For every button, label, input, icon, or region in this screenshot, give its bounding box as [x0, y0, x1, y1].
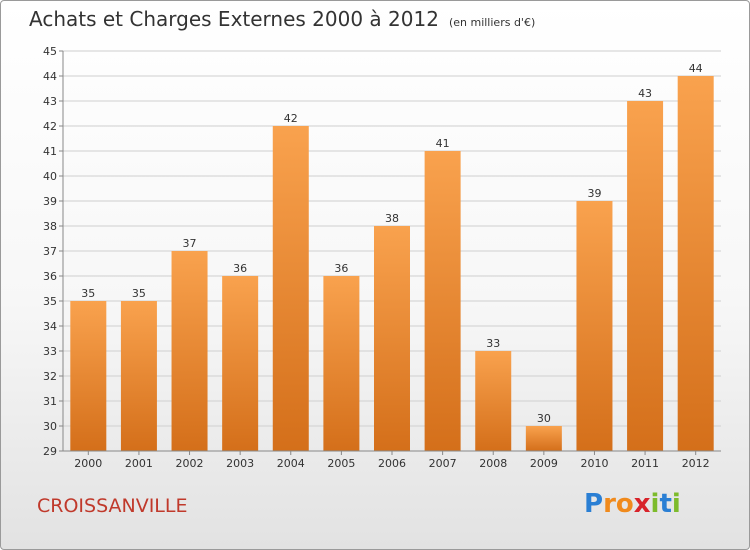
commune-name: CROISSANVILLE [37, 495, 188, 517]
y-tick-label: 34 [43, 320, 57, 333]
chart-title: Achats et Charges Externes 2000 à 2012 [29, 7, 439, 31]
bar-value-label: 37 [183, 237, 197, 250]
logo-letter: i [650, 489, 660, 519]
x-tick-label: 2010 [580, 457, 608, 470]
bar [424, 151, 461, 451]
y-tick-label: 39 [43, 195, 57, 208]
logo-letter: x [633, 489, 651, 519]
proxiti-logo: Proxiti [584, 489, 681, 519]
y-tick-label: 42 [43, 120, 57, 133]
bar [120, 301, 157, 451]
bar [576, 201, 613, 451]
y-tick-label: 29 [43, 445, 57, 458]
x-tick-label: 2009 [530, 457, 558, 470]
logo-letter: r [603, 489, 616, 519]
y-tick-label: 45 [43, 45, 57, 58]
bar-value-label: 35 [132, 287, 146, 300]
y-tick-label: 38 [43, 220, 57, 233]
chart-subtitle: (en milliers d'€) [448, 16, 536, 29]
y-tick-label: 40 [43, 170, 57, 183]
bar-value-label: 38 [385, 212, 399, 225]
y-tick-label: 33 [43, 345, 57, 358]
bar-value-label: 43 [638, 87, 652, 100]
bar-value-label: 35 [81, 287, 95, 300]
x-tick-label: 2006 [378, 457, 406, 470]
y-tick-label: 36 [43, 270, 57, 283]
x-tick-label: 2012 [682, 457, 710, 470]
bar-value-label: 30 [537, 412, 551, 425]
bar [525, 426, 562, 451]
y-tick-label: 43 [43, 95, 57, 108]
y-tick-label: 31 [43, 395, 57, 408]
bar [222, 276, 259, 451]
bar-value-label: 41 [436, 137, 450, 150]
bar [70, 301, 107, 451]
bar [374, 226, 410, 451]
bar-value-label: 36 [233, 262, 247, 275]
logo-letter: i [671, 489, 681, 519]
bar [323, 276, 360, 451]
y-tick-label: 35 [43, 295, 57, 308]
x-tick-label: 2002 [176, 457, 204, 470]
y-tick-label: 41 [43, 145, 57, 158]
bar-value-label: 42 [284, 112, 298, 125]
x-tick-label: 2005 [327, 457, 355, 470]
y-tick-label: 44 [43, 70, 57, 83]
logo-letter: t [659, 489, 672, 519]
bar [677, 76, 714, 451]
bar [272, 126, 309, 451]
x-tick-label: 2008 [479, 457, 507, 470]
x-tick-label: 2011 [631, 457, 659, 470]
y-tick-label: 32 [43, 370, 57, 383]
logo-letter: P [584, 489, 604, 519]
bar-value-label: 39 [587, 187, 601, 200]
x-tick-label: 2003 [226, 457, 254, 470]
bar [475, 351, 512, 451]
x-tick-label: 2004 [277, 457, 305, 470]
x-tick-label: 2001 [125, 457, 153, 470]
x-tick-label: 2000 [74, 457, 102, 470]
bar [627, 101, 664, 451]
bar-value-label: 33 [486, 337, 500, 350]
bar-value-label: 36 [334, 262, 348, 275]
bar [171, 251, 208, 451]
y-tick-label: 37 [43, 245, 57, 258]
bar-value-label: 44 [689, 62, 703, 75]
x-tick-label: 2007 [429, 457, 457, 470]
chart-title-block: Achats et Charges Externes 2000 à 2012 (e… [29, 7, 535, 31]
logo-letter: o [615, 489, 634, 519]
y-tick-label: 30 [43, 420, 57, 433]
